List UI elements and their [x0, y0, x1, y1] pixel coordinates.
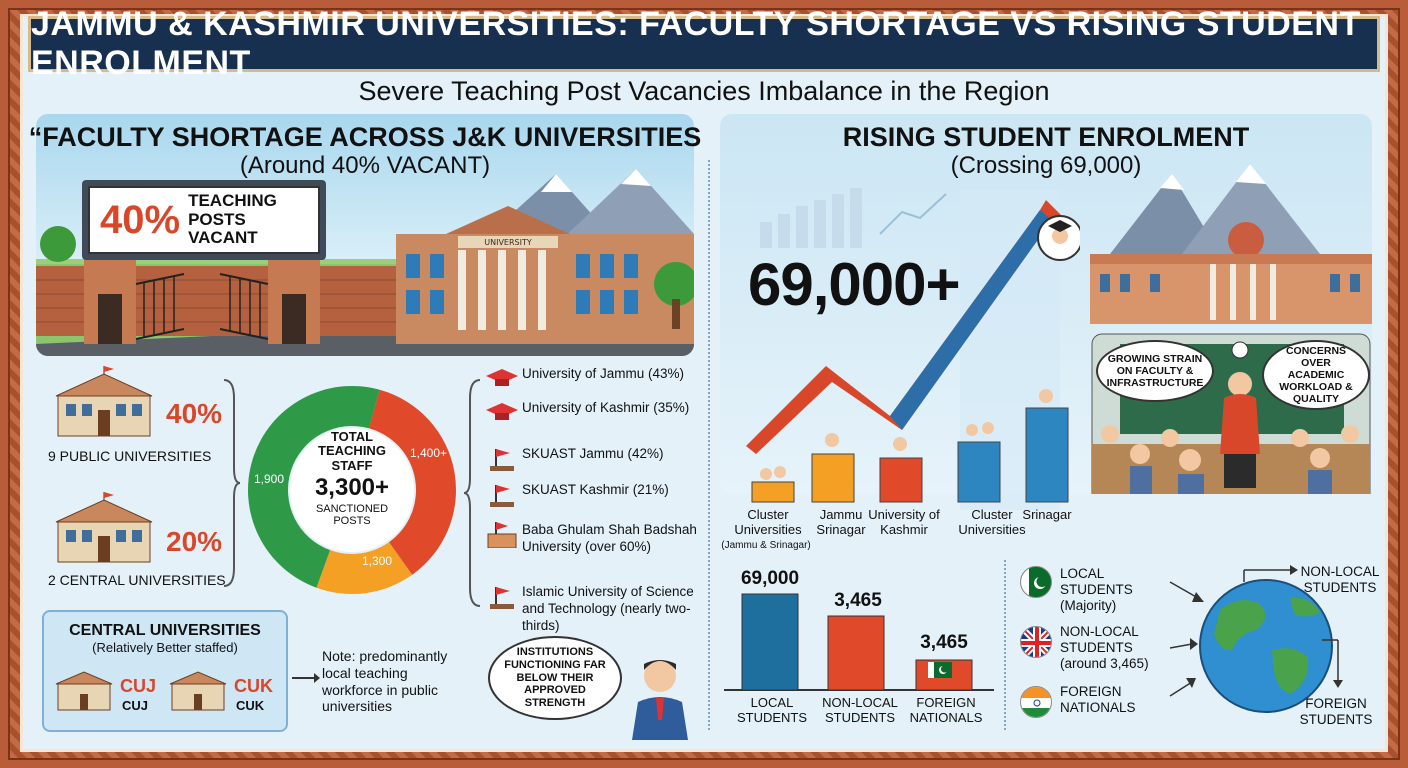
list-item: SKUAST Jammu (42%) — [482, 446, 707, 476]
university-vacancy-list: University of Jammu (43%) University of … — [482, 366, 707, 640]
cuk-building-icon — [169, 671, 227, 711]
cuj-building-icon — [55, 671, 113, 711]
podium-flag-icon — [487, 522, 517, 548]
speech-bubble: INSTITUTIONS FUNCTIONING FAR BELOW THEIR… — [488, 636, 622, 720]
list-item: Islamic University of Science and Techno… — [482, 584, 707, 634]
cuj-label-red: CUJ — [120, 676, 157, 696]
public-university-building-icon — [55, 366, 153, 437]
enrolment-subheading: (Crossing 69,000) — [950, 152, 1142, 179]
bar-label-4: Cluster Universities — [958, 507, 1026, 537]
bar-label-2: Jammu Srinagar — [816, 507, 866, 537]
bar-sublabel-1: (Jammu & Srinagar) — [721, 540, 811, 551]
faculty-shortage-subheading: (Around 40% VACANT) — [239, 152, 491, 179]
foreign-nationals-label: FOREIGN NATIONALS — [909, 695, 983, 725]
donut-segment-1 — [247, 385, 380, 588]
nonlocal-students-value: 3,465 — [834, 590, 882, 611]
bar-2 — [827, 615, 885, 691]
donut-total-line2: TEACHING — [318, 443, 386, 459]
left-hero-illustration: UNIVERSITY — [36, 114, 694, 356]
bar-label-3: University of Kashmir — [868, 507, 940, 537]
left-brace — [223, 379, 241, 587]
thought-cloud-quality: CONCERNS OVER ACADEMIC WORKLOAD & QUALIT… — [1262, 340, 1370, 410]
pakistan-flag-icon — [1020, 566, 1052, 598]
campus-scene-illustration: UNIVERSITY — [36, 169, 694, 356]
donut-total-value: 3,300+ — [314, 473, 390, 501]
graduation-cap-icon — [486, 403, 518, 420]
right-brace — [463, 379, 481, 607]
bar-label-1: Cluster Universities — [734, 507, 802, 537]
public-universities-label: 9 PUBLIC UNIVERSITIES — [48, 448, 212, 464]
thought-cloud-strain: GROWING STRAIN ON FACULTY & INFRASTRUCTU… — [1096, 340, 1214, 402]
enrolment-big-number: 69,000+ — [748, 251, 961, 318]
uk-flag-icon — [1020, 626, 1052, 658]
official-person-illustration — [632, 660, 688, 740]
vacancy-billboard: 40% TEACHING POSTS VACANT — [82, 180, 326, 260]
cuj-label: CUJ — [122, 698, 149, 713]
svg-text:UNIVERSITY: UNIVERSITY — [484, 238, 532, 247]
list-item: Baba Ghulam Shah Badshah University (ove… — [482, 522, 707, 578]
graduation-cap-icon — [486, 369, 518, 386]
central-university-building-icon — [55, 492, 153, 563]
legend-local: LOCAL STUDENTS (Majority) — [1060, 566, 1133, 614]
central-box-title: CENTRAL UNIVERSITIES — [69, 622, 261, 639]
enrolment-heading: RISING STUDENT ENROLMENT — [842, 122, 1250, 152]
central-box-subtitle: (Relatively Better staffed) — [92, 640, 238, 655]
donut-total-line3: STAFF — [331, 457, 373, 473]
central-universities-label: 2 CENTRAL UNIVERSITIES — [48, 572, 226, 588]
legend-divider — [1004, 560, 1006, 730]
local-students-label: LOCAL STUDENTS — [736, 695, 808, 725]
arrow-right-icon — [292, 673, 320, 683]
flag-icon — [490, 449, 514, 471]
local-students-value: 69,000 — [740, 568, 800, 589]
cuk-label-red: CUK — [234, 676, 273, 696]
workforce-note: Note: predominantly local teaching workf… — [322, 648, 448, 715]
billboard-text-1: TEACHING — [188, 190, 277, 210]
legend-foreign: FOREIGN NATIONALS — [1060, 684, 1136, 716]
list-item: SKUAST Kashmir (21%) — [482, 482, 707, 516]
flag-icon — [490, 587, 514, 609]
donut-segment-3 — [316, 542, 413, 594]
billboard-text-2: POSTS VACANT — [188, 209, 258, 248]
bar-label-5: Srinagar — [1022, 507, 1072, 522]
donut-total-line4: SANCTIONED — [315, 503, 389, 516]
donut-label-green: 1,900 — [254, 472, 285, 486]
central-universities-box: CENTRAL UNIVERSITIES (Relatively Better … — [42, 610, 288, 732]
panel-divider — [708, 160, 710, 730]
globe-illustration — [1169, 565, 1343, 713]
flag-icon — [490, 485, 514, 507]
faculty-shortage-heading: “FACULTY SHORTAGE ACROSS J&K UNIVERSITIE… — [28, 122, 702, 152]
title-bar: JAMMU & KASHMIR UNIVERSITIES: FACULTY SH… — [28, 5, 1380, 82]
cuk-label: CUK — [236, 698, 265, 713]
pakistan-flag-icon — [928, 662, 952, 678]
list-item: University of Jammu (43%) — [482, 366, 707, 394]
page-title: JAMMU & KASHMIR UNIVERSITIES: FACULTY SH… — [31, 5, 1361, 82]
donut-segment-2 — [368, 389, 456, 575]
bar-1 — [741, 593, 799, 691]
donut-total-line5: POSTS — [333, 515, 371, 528]
growth-arrow-illustration — [746, 190, 1080, 510]
donut-label-red: 1,400+ — [410, 446, 448, 460]
public-vacancy-percent: 40% — [166, 398, 223, 429]
india-flag-icon — [1020, 686, 1052, 718]
globe-foreign-label: FOREIGN STUDENTS — [1299, 696, 1373, 728]
faculty-donut-chart — [247, 385, 456, 594]
globe-nonlocal-label: NON-LOCAL STUDENTS — [1300, 564, 1380, 596]
central-vacancy-percent: 20% — [166, 526, 223, 557]
billboard-percent: 40% — [100, 197, 181, 242]
list-item: University of Kashmir (35%) — [482, 400, 707, 440]
nonlocal-students-label: NON-LOCAL STUDENTS — [822, 695, 898, 725]
page-subtitle: Severe Teaching Post Vacancies Imbalance… — [358, 76, 1050, 106]
foreign-nationals-value: 3,465 — [920, 632, 968, 653]
legend-nonlocal: NON-LOCAL STUDENTS (around 3,465) — [1060, 624, 1149, 672]
donut-total-line1: TOTAL — [330, 429, 374, 444]
donut-label-orange: 1,300 — [362, 554, 393, 568]
